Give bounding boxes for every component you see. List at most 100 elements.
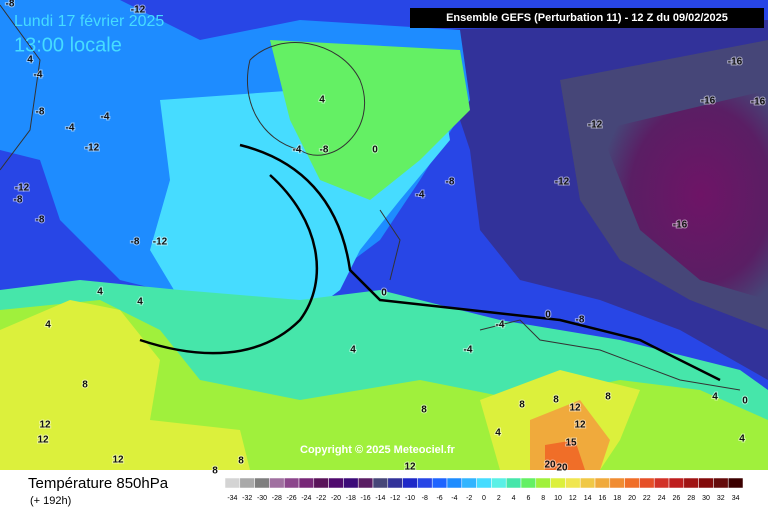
contour-label: -8 [36,107,45,118]
legend-swatch [639,477,655,489]
contour-label: -8 [131,237,140,248]
legend-label: -14 [375,495,385,502]
contour-label: 12 [37,435,49,446]
legend-label: 4 [512,495,516,502]
contour-label: 4 [350,345,356,356]
legend-label: 6 [526,495,530,502]
contour-label: -4 [101,112,110,123]
legend-label: 18 [613,495,621,502]
legend-label: -28 [272,495,282,502]
legend-swatch [298,477,315,489]
contour-label: 12 [574,420,586,431]
contour-label: -16 [728,57,743,68]
contour-label: -8 [320,145,329,156]
contour-label: 8 [553,395,559,406]
contour-label: 20 [544,460,556,471]
contour-label: 8 [605,392,611,403]
legend-label: 32 [717,495,725,502]
contour-label: 12 [39,420,51,431]
legend-swatch [431,477,448,489]
legend-swatch [283,477,300,489]
contour-label: 12 [569,403,581,414]
legend-label: 0 [482,495,486,502]
contour-label: -12 [588,120,603,131]
contour-label: 0 [742,396,748,407]
legend-label: 16 [599,495,607,502]
contour-label: 4 [712,392,718,403]
legend-swatch [653,477,670,489]
contour-label: -4 [416,190,425,201]
legend-swatch [254,477,270,489]
legend-label: -30 [257,495,267,502]
contour-label: -12 [85,143,100,154]
legend-label: 30 [702,495,710,502]
legend-swatch [446,477,463,489]
legend-swatch [594,477,611,489]
contour-label: 4 [97,287,103,298]
legend-swatch [624,477,640,489]
legend-label: -26 [287,495,297,502]
contour-label: 8 [519,400,525,411]
date: Lundi 17 février 2025 [14,13,164,30]
contour-label: 0 [381,288,387,299]
legend-swatch [579,477,596,489]
legend-label: 12 [569,495,577,502]
legend-label: -12 [390,495,400,502]
legend-label: -10 [405,495,415,502]
footer-title: Température 850hPa [28,475,169,492]
legend-label: -20 [331,495,341,502]
contour-label: -8 [14,195,23,206]
legend-swatch [461,477,477,489]
legend-swatch [713,477,729,489]
legend-label: 26 [673,495,681,502]
legend-swatch [224,477,241,489]
legend-label: 8 [541,495,545,502]
legend-label: -22 [316,495,326,502]
legend-swatch [668,477,685,489]
contour-label: 4 [739,434,745,445]
legend-label: -16 [361,495,371,502]
legend-swatch [565,477,581,489]
legend-label: 24 [658,495,666,502]
contour-label: -16 [751,97,766,108]
contour-label: -8 [576,315,585,326]
contour-label: 0 [545,310,551,321]
legend-swatch [520,477,537,489]
legend-label: -34 [227,495,237,502]
time: 13:00 locale [14,34,122,56]
contour-label: -4 [66,123,75,134]
contour-label: -4 [496,320,505,331]
legend-swatch [372,477,389,489]
legend-label: -4 [451,495,457,502]
contour-label: -16 [701,96,716,107]
legend-swatch [269,477,285,489]
legend-label: -18 [346,495,356,502]
contour-label: 4 [495,428,501,439]
legend-label: 28 [687,495,695,502]
contour-label: -8 [446,177,455,188]
footer-lead: (+ 192h) [30,495,71,507]
legend-swatch [476,477,492,489]
contour-label: 4 [137,297,143,308]
legend-label: 14 [584,495,592,502]
contour-label: -8 [6,0,15,10]
legend-swatch [491,477,507,489]
contour-label: 8 [421,405,427,416]
legend-swatch [550,477,566,489]
legend-swatch [239,477,255,489]
legend-swatch [387,477,403,489]
contour-label: -4 [293,145,302,156]
legend-swatch [343,477,359,489]
legend-swatch [535,477,551,489]
legend-label: 22 [643,495,651,502]
contour-label: -12 [15,183,30,194]
legend-label: 34 [732,495,740,502]
legend-label: -8 [422,495,428,502]
legend-swatch [417,477,433,489]
contour-label: 4 [45,320,51,331]
contour-label: -12 [153,237,168,248]
legend-swatch [313,477,329,489]
contour-label: 4 [27,55,33,66]
contour-label: -4 [34,70,43,81]
